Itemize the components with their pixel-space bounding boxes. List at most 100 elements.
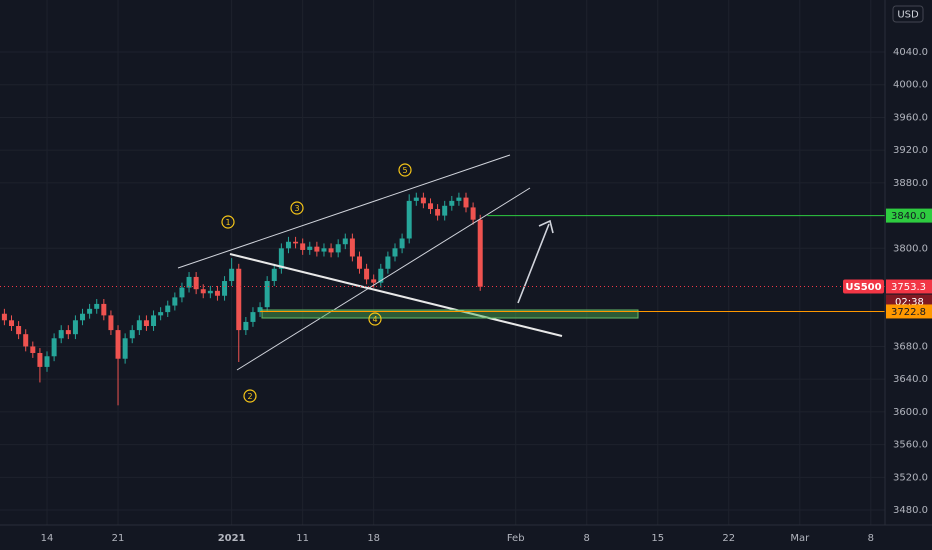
wave-marker <box>221 215 235 229</box>
countdown-label: 02:38 <box>895 297 924 308</box>
candle-body <box>136 320 142 331</box>
candle-body <box>207 290 213 294</box>
last-price-badge <box>886 279 932 294</box>
x-tick-label: 14 <box>41 533 54 544</box>
candle-body <box>236 268 242 331</box>
wave-label: 3 <box>294 204 299 213</box>
candle-body <box>335 244 341 253</box>
trend-line <box>229 253 563 337</box>
x-tick-label: 22 <box>722 533 735 544</box>
candle-body <box>58 330 64 339</box>
candle-body <box>108 315 114 331</box>
currency-button[interactable] <box>892 5 924 23</box>
candle-body <box>222 281 228 296</box>
candle-body <box>470 207 476 220</box>
candle-body <box>356 256 362 269</box>
candles <box>1 192 483 406</box>
candle-body <box>285 241 291 249</box>
wave-marker <box>243 389 257 403</box>
drawings <box>177 154 639 371</box>
wedge-lower-line <box>236 187 531 371</box>
y-tick-label: 3880.0 <box>893 178 928 189</box>
candle-body <box>378 268 384 283</box>
candle-body <box>151 315 157 327</box>
candle-body <box>392 248 398 257</box>
candle-body <box>442 205 448 216</box>
last-price-label: 3753.3 <box>891 282 926 293</box>
candle-body <box>72 320 78 335</box>
candle-body <box>349 238 355 257</box>
wave-label: 5 <box>402 166 407 175</box>
candle-body <box>435 209 441 216</box>
level-badge <box>886 208 932 223</box>
candle-body <box>179 287 185 298</box>
grid <box>0 0 885 525</box>
x-tick-label: 2021 <box>218 533 246 544</box>
candle-body <box>186 276 192 288</box>
wave-label: 4 <box>372 315 377 324</box>
wave-label: 1 <box>225 218 230 227</box>
candle-body <box>51 338 57 357</box>
arrow-shaft <box>517 223 550 304</box>
candle-body <box>271 268 277 282</box>
x-tick-label: 8 <box>868 533 874 544</box>
candle-body <box>87 308 93 314</box>
candle-body <box>328 248 334 253</box>
wave-label: 2 <box>247 392 252 401</box>
x-tick-label: 8 <box>584 533 590 544</box>
candle-body <box>1 313 7 321</box>
y-tick-label: 4040.0 <box>893 47 928 58</box>
candle-body <box>214 290 220 296</box>
wedge-upper-line <box>177 154 511 269</box>
y-tick-label: 3600.0 <box>893 407 928 418</box>
y-tick-label: 3800.0 <box>893 243 928 254</box>
symbol-label: US500 <box>845 282 881 293</box>
candle-body <box>172 297 178 306</box>
candle-body <box>80 313 86 321</box>
y-tick-label: 3560.0 <box>893 440 928 451</box>
currency-label: USD <box>897 10 919 21</box>
wave-marker <box>368 312 382 326</box>
candle-body <box>427 203 433 210</box>
candle-body <box>200 289 206 294</box>
candle-body <box>101 303 107 316</box>
symbol-badge <box>843 279 884 294</box>
candle-body <box>278 248 284 269</box>
candle-body <box>321 248 327 252</box>
candle-body <box>257 307 263 313</box>
support-zone <box>261 309 639 319</box>
y-tick-label: 3680.0 <box>893 341 928 352</box>
candle-body <box>342 238 348 245</box>
candle-body <box>30 346 36 353</box>
candle-body <box>65 330 71 335</box>
candle-body <box>165 305 171 313</box>
y-tick-label: 3640.0 <box>893 374 928 385</box>
candle-body <box>413 197 419 201</box>
candle-body <box>371 279 377 283</box>
candle-body <box>456 197 462 201</box>
level-label: 3722.8 <box>891 307 926 318</box>
candle-body <box>115 330 121 359</box>
candle-body <box>122 338 128 359</box>
candle-body <box>9 320 15 327</box>
level-label: 3840.0 <box>891 211 926 222</box>
candle-body <box>406 200 412 239</box>
x-tick-label: Mar <box>790 533 810 544</box>
y-tick-label: 3480.0 <box>893 505 928 516</box>
candle-body <box>264 281 270 308</box>
candle-body <box>449 200 455 206</box>
candle-body <box>293 241 299 244</box>
x-tick-label: 21 <box>112 533 125 544</box>
candle-body <box>193 276 199 290</box>
candle-body <box>385 256 391 269</box>
y-tick-label: 3920.0 <box>893 145 928 156</box>
overlay: US500 3753.3 02:38 3840.0 3722.8 1 2 3 4 5 <box>0 163 932 403</box>
candle-body <box>420 197 426 204</box>
candle-body <box>300 243 306 250</box>
candle-body <box>23 334 29 347</box>
candle-body <box>364 268 370 280</box>
candle-body <box>44 356 50 367</box>
wave-marker <box>290 201 304 215</box>
